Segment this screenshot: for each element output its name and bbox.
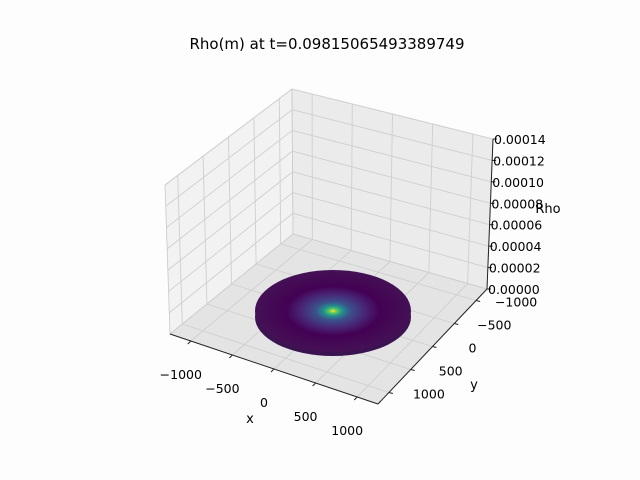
x-axis-label: x [246,412,254,427]
grid-line-right-z-6 [292,109,493,161]
x-tick-mark-0 [187,340,192,345]
z-axis-line [486,138,494,290]
x-tick-label-0: −1000 [160,367,202,382]
y-tick-label-0: −1000 [495,295,537,310]
grid-line-right-z-3 [292,171,490,226]
rho-surface [255,270,411,356]
surface-disk [255,270,411,352]
grid-line-right-z-7 [291,88,494,140]
z-tick-label-0: 0.00000 [488,282,540,297]
grid-line-right-x-3 [428,123,434,273]
grid-line-left-z-4 [166,150,293,250]
grid-line-left-z-3 [167,171,293,271]
grid-line-left-z-2 [168,192,293,292]
y-tick-mark-0 [475,300,481,302]
grid-line-left-y-4 [177,175,183,325]
grid-line-right-x-4 [467,133,474,284]
grid-line-floor-y-0 [280,243,477,301]
z-tick-label-3: 0.00006 [491,218,543,233]
grid-line-left-z-5 [166,130,293,228]
grid-line-left-y-3 [202,156,208,305]
y-tick-mark-3 [410,369,415,371]
grid-line-right-x-1 [350,103,353,251]
grid-line-left-z-7 [164,88,293,186]
x-tick-label-1: −500 [205,381,239,396]
z-tick-label-1: 0.00002 [489,261,541,276]
axis-ticks: −1000−50005001000−1000−500050010000.0000… [160,132,546,438]
x-tick-mark-1 [229,354,233,359]
grid-line-right-z-4 [292,150,491,204]
y-axis-label: y [470,378,478,393]
y-tick-mark-2 [432,346,437,348]
z-tick-label-5: 0.00010 [492,175,544,190]
grid-line-right-x-2 [389,113,393,262]
x-tick-mark-2 [270,368,275,373]
x-tick-label-4: 1000 [331,423,363,438]
x-tick-label-3: 500 [294,409,318,424]
x-tick-label-2: 0 [260,395,268,410]
grid-line-left-z-1 [169,212,294,314]
y-tick-label-1: −500 [477,318,511,333]
z-tick-label-4: 0.00008 [491,196,543,211]
y-tick-label-4: 1000 [413,387,445,402]
grid-line-right-z-5 [292,129,492,183]
y-tick-mark-4 [388,392,394,394]
z-axis-label: Rho [535,202,560,217]
grid-line-left-y-0 [278,98,282,245]
grid-line-left-z-6 [165,109,293,207]
z-tick-label-6: 0.00012 [493,153,545,168]
z-tick-label-2: 0.00004 [490,239,542,254]
x-tick-mark-4 [353,396,358,401]
grid-line-floor-y-4 [182,323,390,393]
chart-title: Rho(m) at t=0.09815065493389749 [189,35,464,53]
grid-lines [164,88,494,398]
z-tick-label-7: 0.00014 [494,132,546,147]
grid-line-left-y-1 [253,117,257,265]
grid-line-right-z-1 [292,212,488,269]
y-tick-label-2: 0 [469,341,477,356]
grid-line-right-z-2 [292,192,489,247]
grid-line-left-y-2 [228,136,232,285]
y-tick-label-3: 500 [439,364,463,379]
x-tick-mark-3 [312,382,316,387]
y-tick-mark-1 [454,323,459,325]
